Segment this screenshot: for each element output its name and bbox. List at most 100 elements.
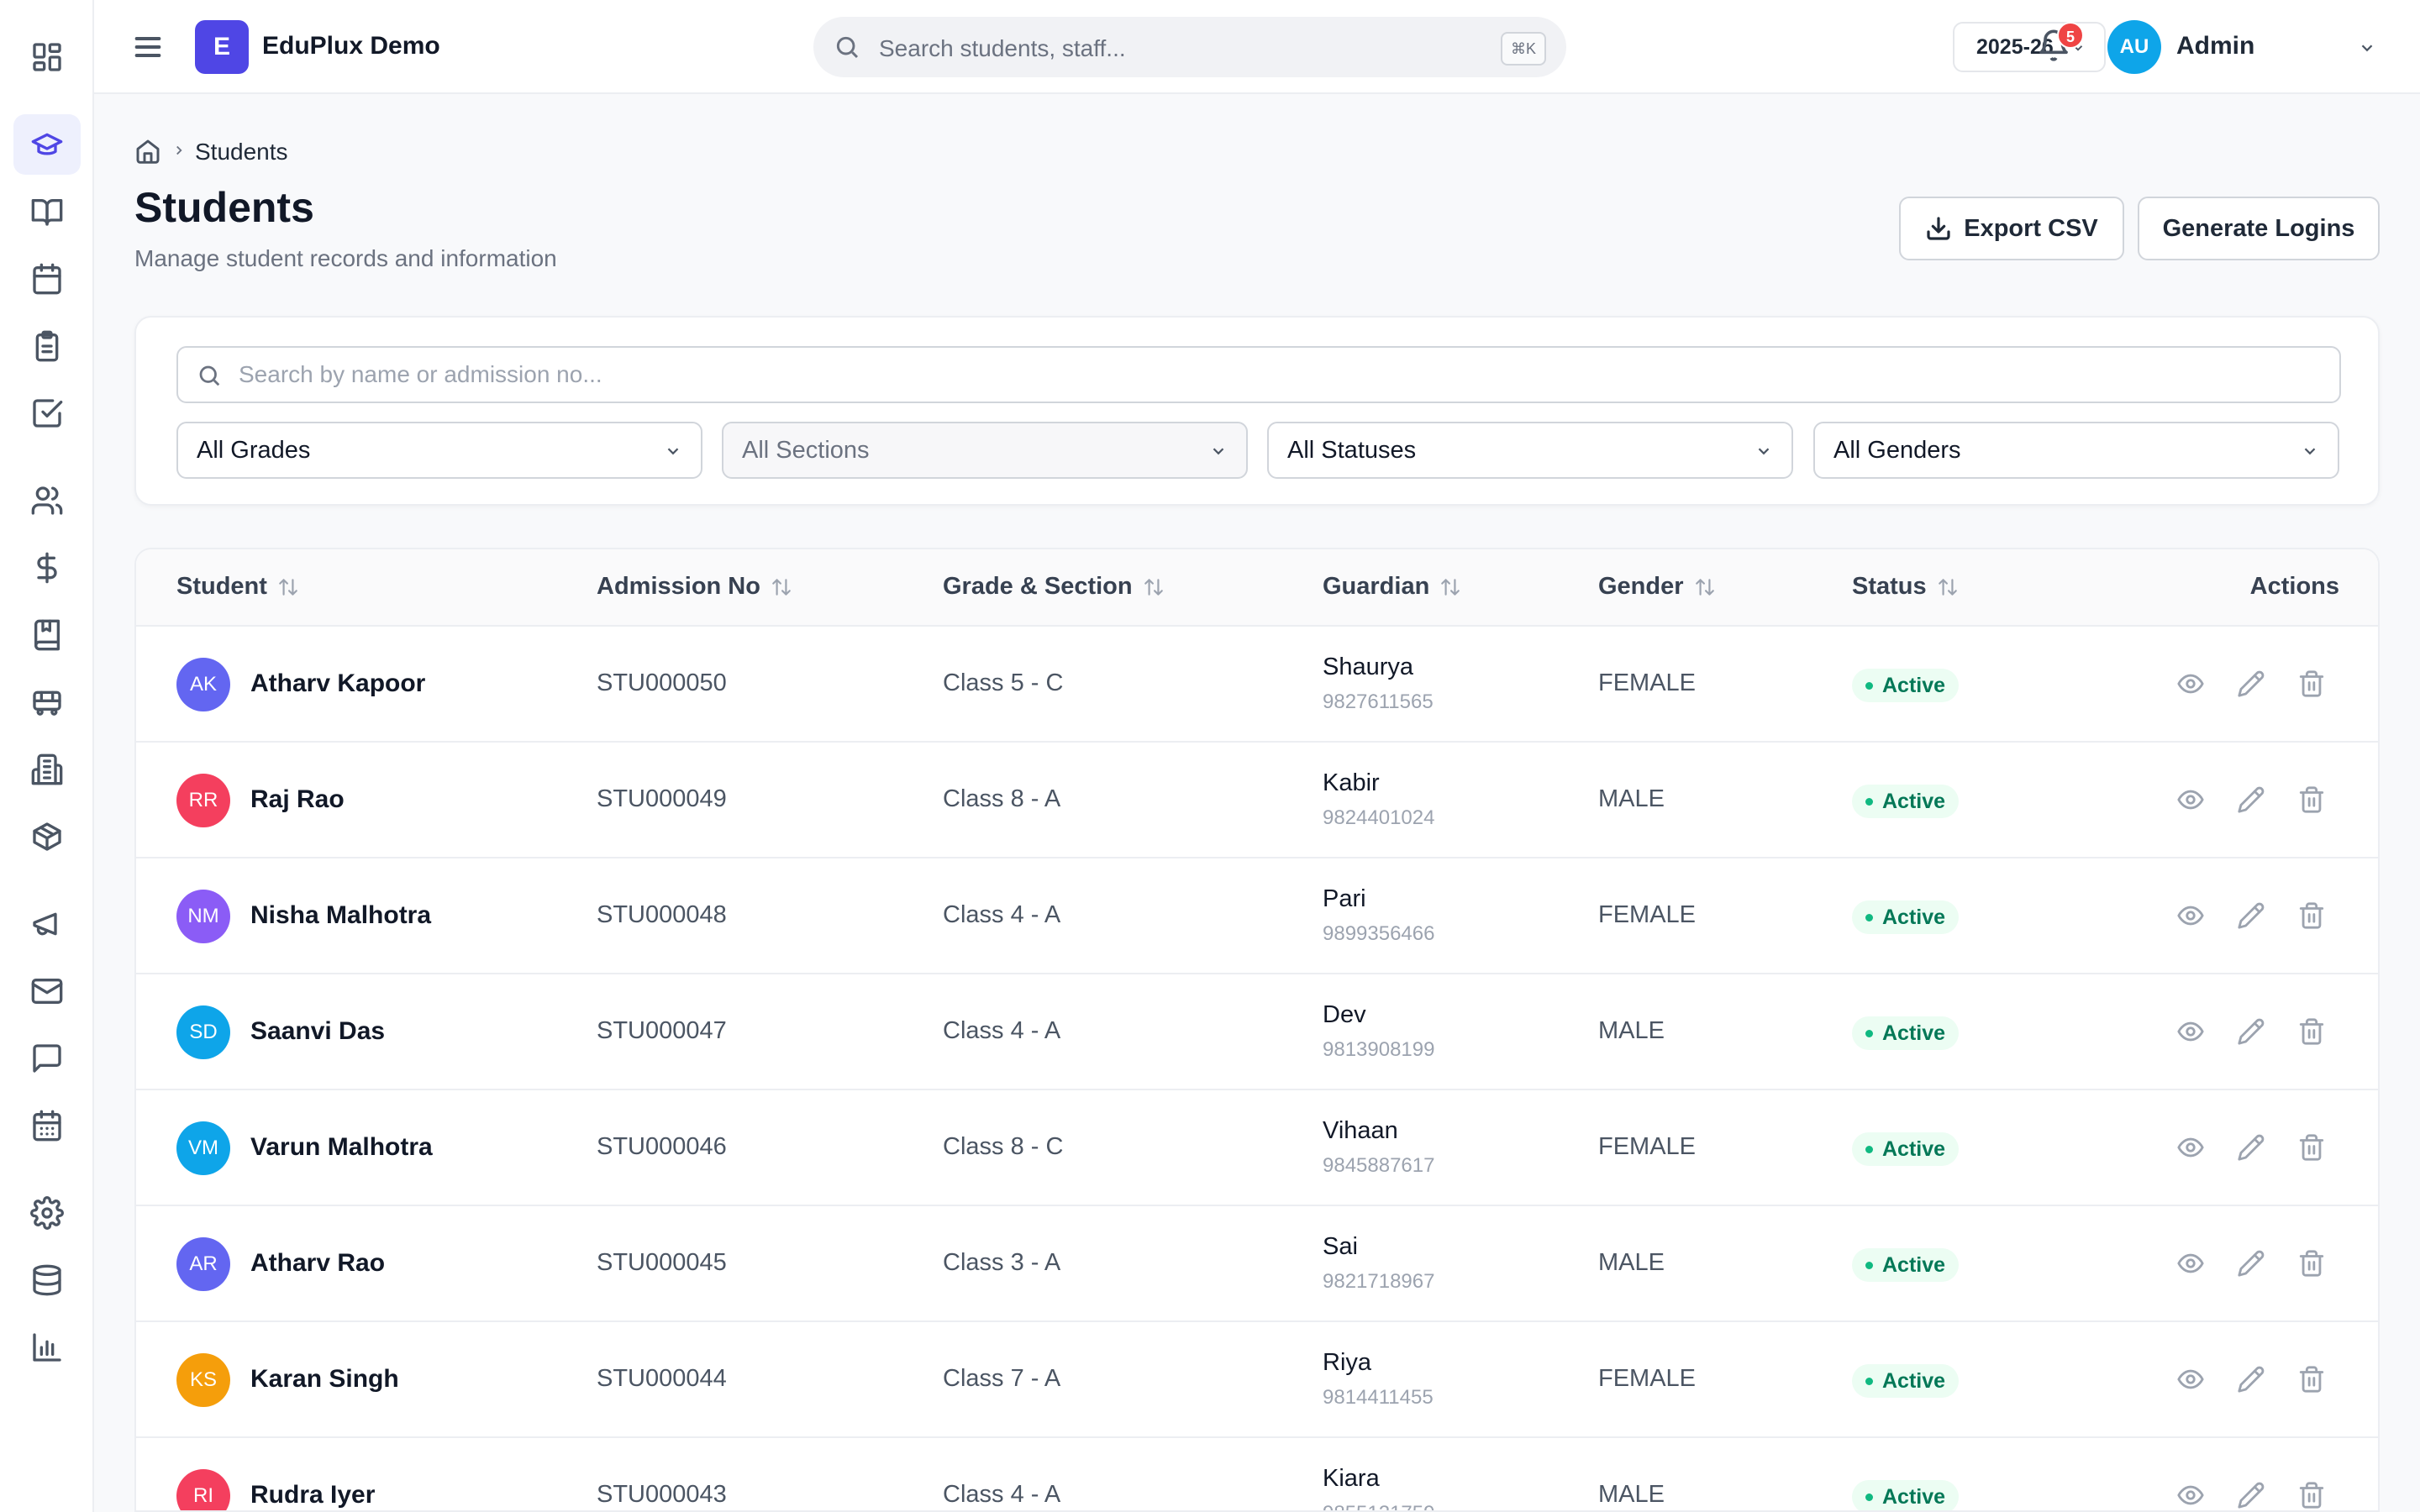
gender-filter-select[interactable]: All Genders	[1813, 422, 2339, 479]
column-header-status[interactable]: Status	[1852, 573, 1959, 601]
sidebar-item-hostel[interactable]	[13, 739, 81, 800]
student-name[interactable]: Rudra Iyer	[250, 1481, 376, 1509]
column-header-student[interactable]: Student	[176, 573, 299, 601]
sidebar-item-transport[interactable]	[13, 672, 81, 732]
megaphone-icon	[33, 912, 57, 936]
sort-icon	[1695, 578, 1714, 596]
trash-icon	[2299, 670, 2324, 697]
menu-toggle-button[interactable]	[131, 30, 165, 64]
user-menu-chevron-icon[interactable]	[2358, 39, 2376, 57]
sidebar-item-attendance[interactable]	[13, 383, 81, 444]
generate-logins-button[interactable]: Generate Logins	[2138, 197, 2380, 260]
view-student-button[interactable]	[2176, 785, 2207, 816]
student-name[interactable]: Atharv Rao	[250, 1249, 386, 1277]
view-student-button[interactable]	[2176, 1133, 2207, 1163]
status-badge: Active	[1852, 669, 1960, 702]
column-header-grade[interactable]: Grade & Section	[943, 573, 1165, 601]
student-name[interactable]: Karan Singh	[250, 1365, 399, 1393]
sidebar-item-timetable[interactable]	[13, 249, 81, 309]
view-student-button[interactable]	[2176, 669, 2207, 700]
sidebar-item-students[interactable]	[13, 114, 81, 175]
delete-student-button[interactable]	[2297, 1481, 2328, 1510]
table-row[interactable]: KS Karan Singh STU000044 Class 7 - A Riy…	[136, 1322, 2378, 1438]
sidebar-item-dashboard[interactable]	[13, 27, 81, 87]
admission-number: STU000047	[597, 1017, 727, 1044]
app-logo[interactable]: E	[195, 20, 249, 74]
chevron-down-icon	[1213, 448, 1224, 455]
view-student-button[interactable]	[2176, 1017, 2207, 1047]
sidebar-item-announcements[interactable]	[13, 894, 81, 954]
grade-section: Class 5 - C	[943, 669, 1064, 696]
view-student-button[interactable]	[2176, 901, 2207, 932]
table-row[interactable]: VM Varun Malhotra STU000046 Class 8 - C …	[136, 1090, 2378, 1206]
page-title: Students	[134, 184, 314, 231]
status-filter-select[interactable]: All Statuses	[1267, 422, 1793, 479]
delete-student-button[interactable]	[2297, 901, 2328, 932]
sidebar-item-academics[interactable]	[13, 181, 81, 242]
edit-student-button[interactable]	[2237, 1481, 2267, 1510]
sidebar-item-mail[interactable]	[13, 961, 81, 1021]
edit-student-button[interactable]	[2237, 1017, 2267, 1047]
user-name[interactable]: Admin	[2176, 32, 2255, 60]
edit-student-button[interactable]	[2237, 785, 2267, 816]
student-name[interactable]: Saanvi Das	[250, 1017, 386, 1045]
status-badge: Active	[1852, 785, 1960, 818]
table-row[interactable]: RR Raj Rao STU000049 Class 8 - A Kabir 9…	[136, 743, 2378, 858]
table-row[interactable]: NM Nisha Malhotra STU000048 Class 4 - A …	[136, 858, 2378, 974]
status-badge: Active	[1852, 1364, 1960, 1398]
view-student-button[interactable]	[2176, 1365, 2207, 1395]
export-csv-button[interactable]: Export CSV	[1899, 197, 2124, 260]
edit-student-button[interactable]	[2237, 1249, 2267, 1279]
edit-student-button[interactable]	[2237, 1133, 2267, 1163]
edit-student-button[interactable]	[2237, 669, 2267, 700]
student-search-input[interactable]	[239, 358, 2323, 391]
guardian-name: Pari	[1323, 885, 1366, 912]
column-header-admission[interactable]: Admission No	[597, 573, 792, 601]
filters-card: All Grades All Sections All Statuses All…	[134, 316, 2380, 506]
sidebar-item-inventory[interactable]	[13, 806, 81, 867]
view-student-button[interactable]	[2176, 1481, 2207, 1510]
gender-filter-value: All Genders	[1833, 437, 1961, 464]
global-search-input[interactable]: Search students, staff... ⌘K	[813, 17, 1566, 77]
table-row[interactable]: RI Rudra Iyer STU000043 Class 4 - A Kiar…	[136, 1438, 2378, 1510]
table-row[interactable]: SD Saanvi Das STU000047 Class 4 - A Dev …	[136, 974, 2378, 1090]
column-header-gender[interactable]: Gender	[1598, 573, 1716, 601]
message-icon	[33, 1044, 61, 1073]
sidebar-item-fees[interactable]	[13, 538, 81, 598]
student-avatar: NM	[176, 890, 230, 943]
delete-student-button[interactable]	[2297, 1133, 2328, 1163]
edit-student-button[interactable]	[2237, 901, 2267, 932]
delete-student-button[interactable]	[2297, 1017, 2328, 1047]
view-student-button[interactable]	[2176, 1249, 2207, 1279]
student-name[interactable]: Atharv Kapoor	[250, 669, 426, 697]
student-search-box[interactable]	[176, 346, 2341, 403]
table-row[interactable]: AR Atharv Rao STU000045 Class 3 - A Sai …	[136, 1206, 2378, 1322]
delete-student-button[interactable]	[2297, 1249, 2328, 1279]
home-icon[interactable]	[134, 138, 161, 165]
student-name[interactable]: Varun Malhotra	[250, 1133, 433, 1161]
academic-year-select[interactable]: 2025-26	[1953, 22, 2106, 72]
delete-student-button[interactable]	[2297, 669, 2328, 700]
eye-icon	[2177, 674, 2204, 694]
table-row[interactable]: AK Atharv Kapoor STU000050 Class 5 - C S…	[136, 627, 2378, 743]
student-name[interactable]: Raj Rao	[250, 785, 345, 813]
sidebar-item-messages[interactable]	[13, 1028, 81, 1089]
pencil-icon	[2238, 1018, 2265, 1045]
sidebar-item-settings[interactable]	[13, 1183, 81, 1243]
trash-icon	[2299, 786, 2324, 813]
sidebar-item-events[interactable]	[13, 1095, 81, 1156]
sidebar-item-library[interactable]	[13, 605, 81, 665]
student-name[interactable]: Nisha Malhotra	[250, 901, 432, 929]
section-filter-select[interactable]: All Sections	[722, 422, 1248, 479]
column-header-guardian[interactable]: Guardian	[1323, 573, 1461, 601]
grade-filter-select[interactable]: All Grades	[176, 422, 702, 479]
sidebar-item-reports[interactable]	[13, 1317, 81, 1378]
sidebar-item-data[interactable]	[13, 1250, 81, 1310]
delete-student-button[interactable]	[2297, 785, 2328, 816]
admission-number: STU000048	[597, 901, 727, 928]
sidebar-item-staff[interactable]	[13, 470, 81, 531]
sidebar-item-exams[interactable]	[13, 316, 81, 376]
delete-student-button[interactable]	[2297, 1365, 2328, 1395]
user-avatar[interactable]: AU	[2107, 20, 2161, 74]
edit-student-button[interactable]	[2237, 1365, 2267, 1395]
